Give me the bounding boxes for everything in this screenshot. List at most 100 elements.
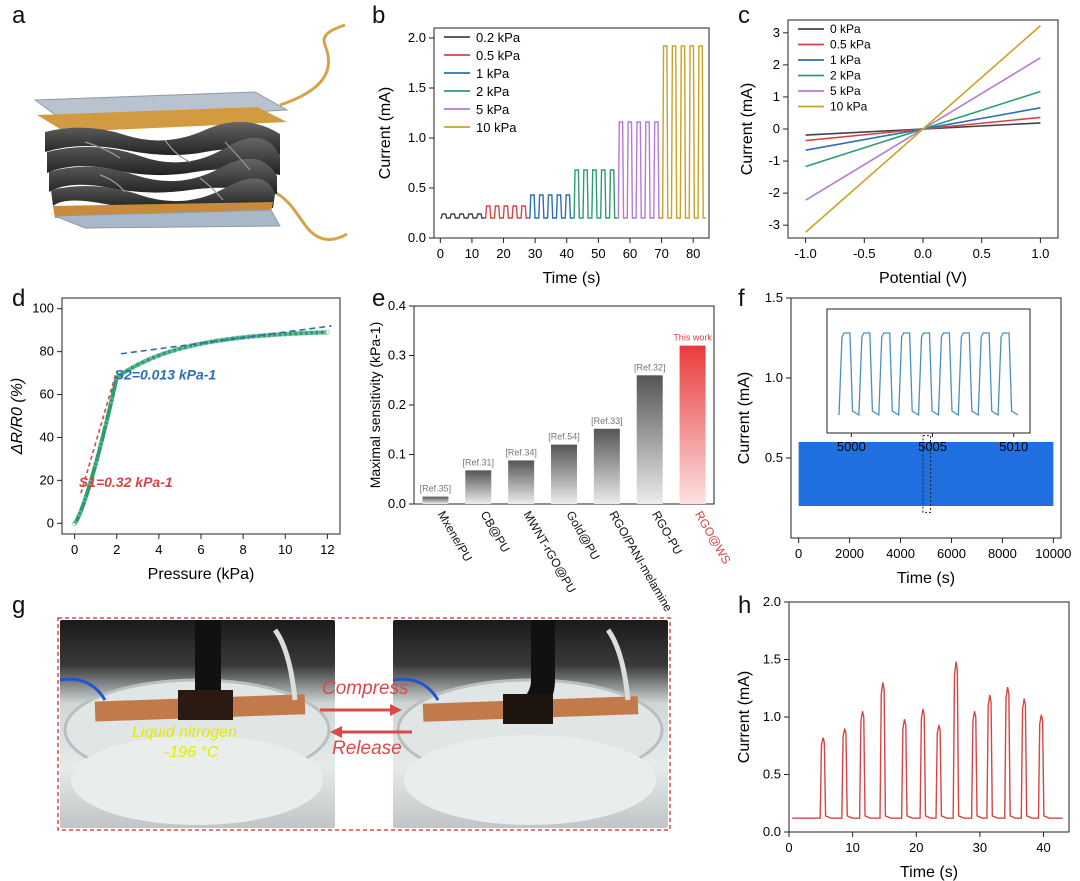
bar — [508, 460, 535, 504]
y-tick-label: 0.2 — [388, 397, 406, 412]
panel-a-illustration — [33, 23, 348, 241]
y-tick-label: -2 — [768, 185, 780, 200]
legend-label: 0 kPa — [830, 22, 861, 36]
panel-label-f: f — [738, 285, 745, 312]
legend-label: 5 kPa — [830, 84, 861, 98]
y-tick-label: 1.5 — [763, 652, 781, 667]
legend-label: 1 kPa — [830, 53, 861, 67]
fit-line-s1 — [80, 370, 118, 494]
data-point — [314, 330, 320, 336]
x-tick-label: 50 — [591, 246, 605, 261]
data-point — [177, 346, 183, 352]
x-tick-label: 1.0 — [1031, 246, 1049, 261]
data-point — [266, 332, 273, 338]
chart-d: 0 2 4 6 8 10 12 0 20 40 60 80 100 Pressure (kPa) S2=0.… — [9, 297, 341, 583]
panel-g-frame — [57, 617, 671, 831]
inset-series-line — [838, 332, 1019, 417]
data-point — [129, 364, 136, 371]
x-tick-label: 40 — [560, 246, 574, 261]
y-tick-label: 1.5 — [765, 290, 783, 305]
y-tick-label: 100 — [32, 301, 54, 316]
bottom-electrode — [53, 202, 273, 218]
x-axis-label: Potential (V) — [879, 270, 967, 287]
bar — [465, 470, 492, 504]
panel-label-d: d — [12, 285, 26, 312]
chart-b: 0 10 20 30 40 50 60 70 80 0.0 0.5 1.0 1.5 2.0 Time (s)… — [377, 27, 710, 287]
photo-compressed — [60, 620, 335, 828]
y-tick-label: 80 — [40, 344, 54, 359]
data-point — [145, 357, 151, 363]
data-point — [166, 349, 173, 355]
x-tick-label: 60 — [623, 246, 637, 261]
legend-label: 0.2 kPa — [476, 30, 521, 45]
y-tick-label: 0 — [773, 121, 780, 136]
x-tick-label: 6000 — [937, 546, 966, 561]
y-tick-label: 0.4 — [388, 298, 406, 313]
photo-released — [393, 620, 668, 828]
category-label: Gold@PU — [563, 509, 602, 563]
y-tick-label: 0.5 — [763, 767, 781, 782]
data-point — [103, 420, 109, 426]
data-point — [135, 362, 141, 368]
bar-ref-label: [Ref.54] — [548, 432, 580, 442]
y-tick-label: 2 — [773, 57, 780, 72]
bar-ref-label: This work — [673, 333, 712, 343]
annotation-s2: S2=0.013 kPa-1 — [115, 367, 217, 383]
x-tick-label: 40 — [1036, 840, 1050, 855]
liquid-nitrogen-label: Liquid nitrogen — [132, 724, 237, 741]
chart-c: -1.0 -0.5 0.0 0.5 1.0 -3 -2 -1 0 1 2 3 Potential (V)… — [739, 19, 1059, 287]
x-tick-label: 4 — [155, 542, 162, 557]
x-tick-label: 4000 — [886, 546, 915, 561]
category-label: RGO@WS — [692, 509, 734, 567]
bar-ref-label: [Ref.34] — [505, 447, 537, 457]
y-axis-label: Current (mA) — [736, 372, 753, 464]
x-tick-label: 80 — [686, 246, 700, 261]
data-point — [77, 510, 83, 517]
bar-ref-label: [Ref.35] — [420, 484, 452, 494]
inset-x-tick-label: 5000 — [837, 439, 866, 454]
series-line — [792, 661, 1063, 819]
y-axis-label: Current (mA) — [377, 87, 394, 179]
data-point — [308, 330, 315, 336]
x-tick-label: -0.5 — [853, 246, 875, 261]
compress-arrowhead — [390, 704, 402, 716]
x-tick-label: -1.0 — [794, 246, 816, 261]
x-tick-label: 10000 — [1035, 546, 1071, 561]
chart-f: 0 2000 4000 6000 8000 10000 0.5 1.0 1.5 Time (s) C… — [736, 290, 1071, 587]
cycle-band — [798, 442, 1054, 506]
y-tick-label: 0.3 — [388, 348, 406, 363]
data-point — [87, 479, 94, 486]
legend-label: 0.5 kPa — [476, 48, 521, 63]
data-point — [72, 520, 78, 526]
x-tick-label: 0 — [71, 542, 78, 557]
inset-x-tick-label: 5005 — [918, 439, 947, 454]
data-point — [151, 354, 157, 361]
y-tick-label: 1.5 — [408, 80, 426, 95]
y-tick-label: 40 — [40, 429, 54, 444]
copper-wire-top — [279, 23, 346, 107]
series-line — [573, 169, 618, 219]
foam-layers — [45, 121, 280, 209]
legend-label: 2 kPa — [476, 84, 510, 99]
y-axis-label: Maximal sensitivity (kPa-1) — [367, 322, 383, 488]
x-tick-label: 6 — [197, 542, 204, 557]
panel-label-c: c — [738, 2, 750, 29]
bar — [636, 375, 663, 504]
data-point — [319, 329, 325, 336]
bar-ref-label: [Ref.33] — [591, 416, 623, 426]
bottom-film — [54, 209, 281, 229]
y-tick-label: 0.5 — [408, 180, 426, 195]
category-label: RGO-PU — [649, 509, 685, 558]
data-point — [293, 330, 299, 337]
x-tick-label: 20 — [496, 246, 510, 261]
x-tick-label: 12 — [320, 542, 334, 557]
category-label: CB@PU — [478, 509, 513, 555]
legend-label: 1 kPa — [476, 66, 510, 81]
y-tick-label: 2.0 — [408, 30, 426, 45]
x-tick-label: 0 — [795, 546, 802, 561]
series-line — [661, 45, 706, 219]
annotation-s1: S1=0.32 kPa-1 — [79, 474, 173, 490]
panel-label-g: g — [12, 592, 26, 619]
photo-compressed-drawing — [60, 620, 331, 825]
chart-e: 0.0 0.1 0.2 0.3 0.4 Maximal sensitivity (kPa-… — [367, 298, 734, 614]
